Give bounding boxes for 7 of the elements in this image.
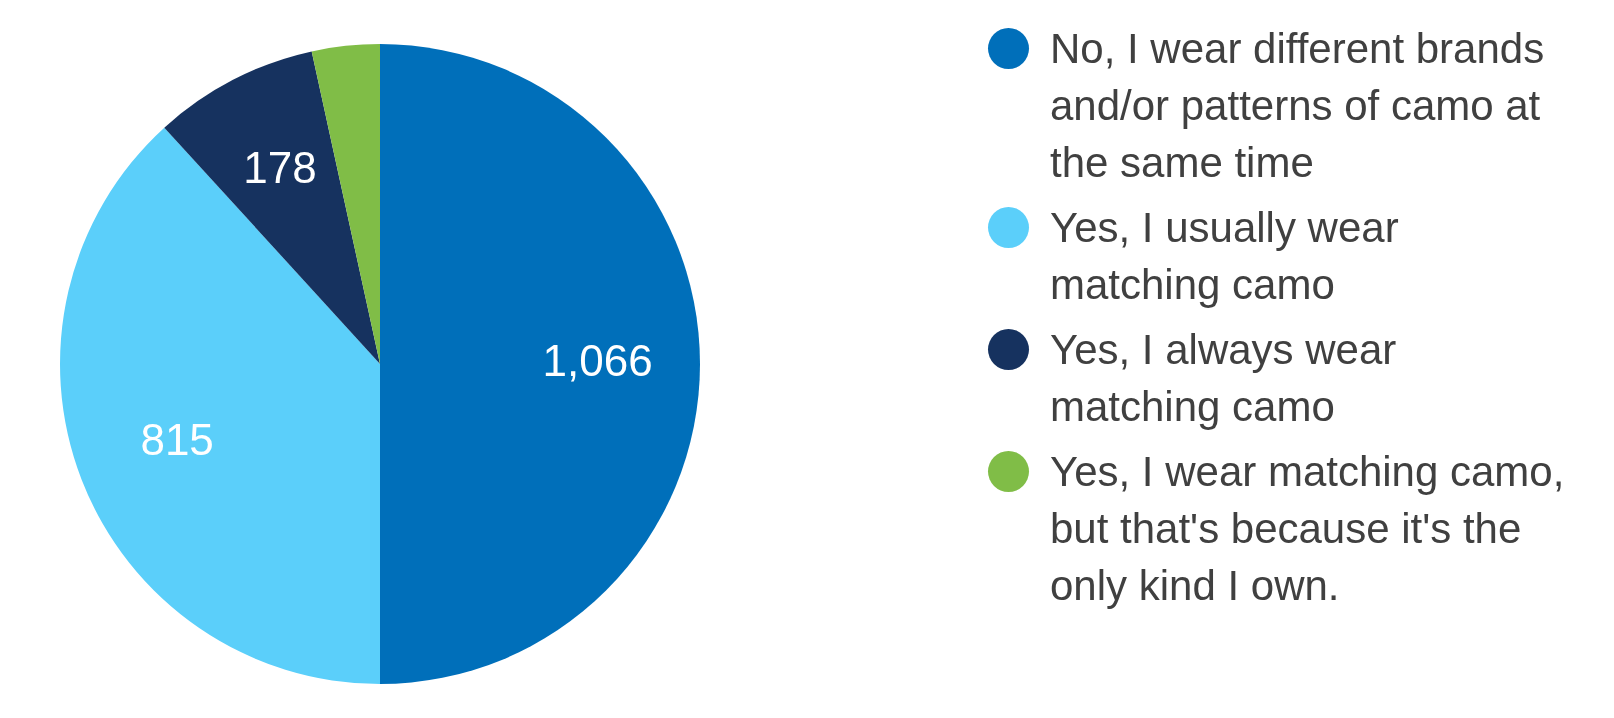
legend-label: Yes, I wear matching camo, but that's because it's the only kind I own. <box>1050 447 1566 611</box>
legend-label: Yes, I usually wear matching camo <box>1050 203 1400 310</box>
data-label: 815 <box>140 414 214 464</box>
legend-label: No, I wear different brands and/or patterns of camo at the same time <box>1050 24 1546 188</box>
data-label: 1,066 <box>542 336 653 386</box>
legend-label: Yes, I always wear matching camo <box>1050 325 1398 432</box>
data-label: 178 <box>243 142 317 192</box>
